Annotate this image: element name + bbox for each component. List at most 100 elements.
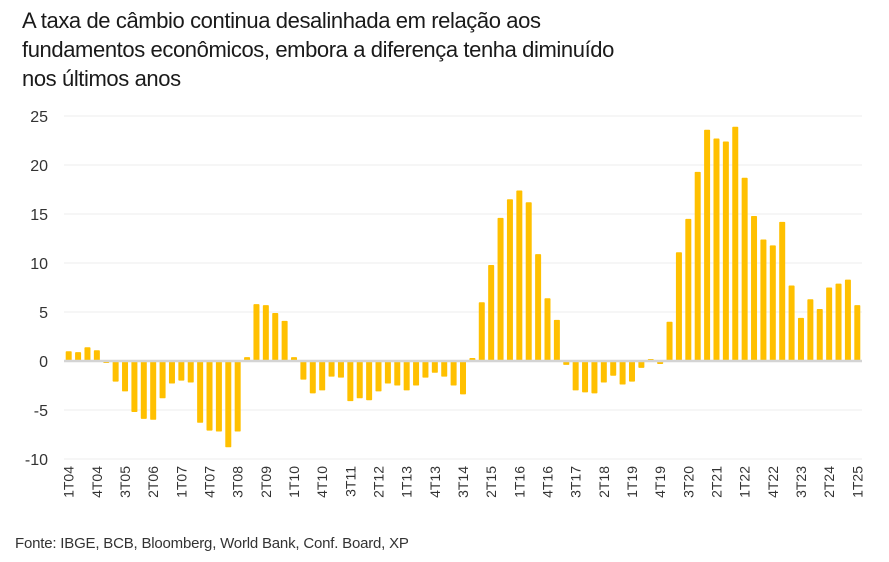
- x-tick-label: 4T16: [539, 466, 555, 498]
- bar-2T14: [450, 361, 457, 386]
- bar-4T24: [844, 279, 851, 361]
- y-tick-label: 0: [39, 354, 48, 371]
- x-tick-label: 4T13: [427, 466, 443, 498]
- bar-3T09: [272, 312, 279, 361]
- x-tick-label: 2T21: [708, 466, 724, 498]
- bar-3T06: [159, 361, 166, 399]
- x-tick-label: 4T07: [202, 466, 218, 498]
- y-axis: 25 20 15 10 5 0 -5 -10: [25, 109, 48, 469]
- bar-1T17: [553, 319, 560, 361]
- chart-title-line-1: A taxa de câmbio continua desalinhada em…: [22, 8, 541, 33]
- bar-1T07: [178, 361, 185, 381]
- bar-3T07: [197, 361, 204, 423]
- bar-1T25: [854, 305, 861, 361]
- bar-4T07: [206, 361, 213, 431]
- bar-2T15: [488, 264, 495, 361]
- x-tick-label: 2T06: [145, 466, 161, 498]
- bar-1T24: [816, 309, 823, 361]
- bar-4T17: [582, 361, 589, 393]
- bar-3T10: [309, 361, 316, 394]
- bar-1T16: [516, 190, 523, 361]
- x-tick-label: 2T09: [258, 466, 274, 498]
- x-axis: 1T04 4T04 3T05 2T06 1T07 4T07 3T08 2T09 1T10 4T10…: [61, 466, 866, 498]
- bar-1T19: [628, 361, 635, 382]
- bar-3T12: [384, 361, 391, 384]
- bar-1T08: [215, 361, 222, 432]
- bar-2T09: [262, 305, 269, 361]
- bar-3T05: [122, 361, 129, 392]
- bar-4T10: [319, 361, 326, 391]
- bar-4T21: [732, 126, 739, 361]
- x-tick-label: 2T15: [483, 466, 499, 498]
- bar-1T22: [741, 177, 748, 361]
- x-tick-label: 4T22: [765, 466, 781, 498]
- x-tick-label: 1T19: [624, 466, 640, 498]
- bar-3T17: [572, 361, 579, 391]
- bar-2T13: [413, 361, 420, 386]
- bar-4T06: [168, 361, 175, 384]
- bar-3T23: [797, 317, 804, 361]
- bar-2T08: [225, 361, 232, 448]
- bar-2T06: [150, 361, 157, 420]
- bar-1T06: [140, 361, 147, 419]
- bar-2T07: [187, 361, 194, 383]
- bar-3T21: [722, 141, 729, 361]
- bar-1T14: [441, 361, 448, 377]
- x-tick-label: 3T11: [342, 466, 358, 497]
- bar-2T10: [300, 361, 307, 380]
- bar-4T13: [431, 361, 438, 373]
- chart-title-line-3: nos últimos anos: [22, 66, 181, 91]
- bar-1T20: [666, 321, 673, 361]
- chart-title-line-2: fundamentos econômicos, embora a diferen…: [22, 37, 614, 62]
- bars: [65, 126, 861, 448]
- bar-1T23: [779, 221, 786, 361]
- bar-2T21: [713, 138, 720, 361]
- bar-2T11: [337, 361, 344, 378]
- bar-4T04: [93, 350, 100, 361]
- y-tick-label: 20: [30, 158, 48, 175]
- y-tick-label: 15: [30, 207, 48, 224]
- x-tick-label: 4T10: [314, 466, 330, 498]
- bar-2T24: [826, 287, 833, 361]
- bar-4T20: [694, 171, 701, 361]
- bar-3T04: [84, 347, 91, 361]
- bar-1T09: [253, 304, 260, 361]
- bar-1T11: [328, 361, 335, 377]
- bar-2T19: [638, 361, 645, 368]
- x-tick-label: 3T05: [117, 466, 133, 498]
- x-tick-label: 1T16: [511, 466, 527, 498]
- bar-3T20: [685, 218, 692, 361]
- bar-3T16: [535, 254, 542, 361]
- x-tick-label: 2T18: [596, 466, 612, 498]
- x-tick-label: 1T13: [399, 466, 415, 498]
- x-tick-label: 1T22: [737, 466, 753, 498]
- x-tick-label: 1T10: [286, 466, 302, 498]
- x-tick-label: 4T19: [652, 466, 668, 498]
- bar-1T18: [591, 361, 598, 394]
- y-tick-label: -5: [34, 403, 48, 420]
- x-tick-label: 4T04: [89, 466, 105, 498]
- x-tick-label: 2T12: [371, 466, 387, 498]
- bar-4T23: [807, 299, 814, 361]
- x-tick-label: 2T24: [821, 466, 837, 498]
- bar-3T22: [760, 239, 767, 361]
- x-tick-label: 1T25: [849, 466, 865, 498]
- x-tick-label: 3T20: [680, 466, 696, 498]
- y-tick-label: -10: [25, 452, 48, 469]
- y-tick-label: 5: [39, 305, 48, 322]
- x-tick-label: 3T17: [568, 466, 584, 498]
- bar-3T24: [835, 283, 842, 361]
- bar-1T04: [65, 351, 72, 361]
- bar-4T11: [356, 361, 363, 399]
- x-tick-label: 3T23: [793, 466, 809, 498]
- bar-2T16: [525, 202, 532, 361]
- bar-2T12: [375, 361, 382, 392]
- gridlines: [64, 115, 862, 460]
- x-tick-label: 1T04: [61, 466, 77, 498]
- bar-1T13: [403, 361, 410, 391]
- bar-3T11: [347, 361, 354, 402]
- bar-4T18: [619, 361, 626, 385]
- bar-1T15: [478, 302, 485, 361]
- bar-4T12: [394, 361, 401, 386]
